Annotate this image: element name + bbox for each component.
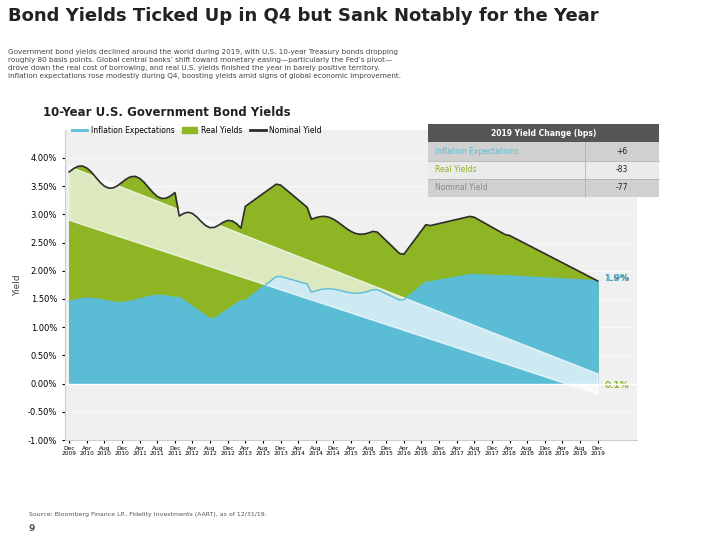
Bar bbox=[428, 160, 659, 179]
Text: Real Yields: Real Yields bbox=[436, 165, 477, 174]
Bar bbox=[428, 124, 659, 143]
Text: SUMMARY: SUMMARY bbox=[699, 97, 708, 141]
Text: Inflation Expectations: Inflation Expectations bbox=[436, 147, 519, 156]
Text: 1.8%: 1.8% bbox=[604, 274, 629, 283]
Y-axis label: Yield: Yield bbox=[13, 274, 22, 296]
Text: 2019 Yield Change (bps): 2019 Yield Change (bps) bbox=[491, 129, 596, 138]
Text: 0.1%: 0.1% bbox=[604, 381, 629, 390]
Text: Source: Bloomberg Finance LP., Fidelity Investments (AART), as of 12/31/19.: Source: Bloomberg Finance LP., Fidelity … bbox=[29, 512, 266, 517]
Bar bbox=[428, 179, 659, 197]
Text: -77: -77 bbox=[616, 184, 628, 192]
Text: +6: +6 bbox=[616, 147, 628, 156]
Text: Bond Yields Ticked Up in Q4 but Sank Notably for the Year: Bond Yields Ticked Up in Q4 but Sank Not… bbox=[8, 7, 599, 25]
Bar bbox=[428, 143, 659, 160]
Text: 9: 9 bbox=[29, 524, 35, 534]
Legend: Inflation Expectations, Real Yields, Nominal Yield: Inflation Expectations, Real Yields, Nom… bbox=[68, 123, 325, 138]
Text: Nominal Yield: Nominal Yield bbox=[436, 184, 488, 192]
Text: -83: -83 bbox=[616, 165, 628, 174]
Text: 1.9%: 1.9% bbox=[604, 274, 629, 283]
Text: Government bond yields declined around the world during 2019, with U.S. 10-year : Government bond yields declined around t… bbox=[8, 49, 401, 79]
Text: 10-Year U.S. Government Bond Yields: 10-Year U.S. Government Bond Yields bbox=[43, 105, 291, 119]
